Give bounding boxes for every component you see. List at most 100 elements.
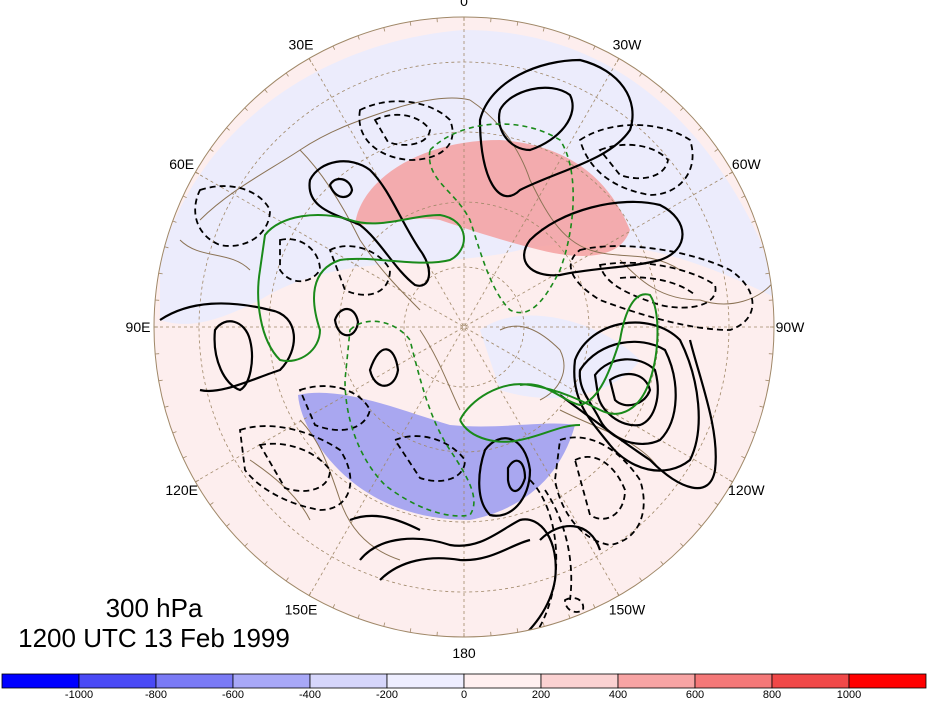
colorbar-label: 1000: [836, 689, 862, 701]
border-tick: [680, 543, 684, 547]
longitude-label: 180: [452, 645, 476, 661]
border-tick: [616, 58, 620, 63]
graticule: [154, 17, 774, 637]
border-tick: [759, 405, 764, 408]
negative-height-contours: [194, 100, 754, 637]
border-tick: [158, 379, 163, 382]
negative-anomaly-shading: [298, 392, 575, 520]
colorbar-label: -400: [298, 689, 322, 701]
negative-background-region-2: [480, 315, 640, 399]
border-tick: [592, 604, 596, 609]
longitude-label: 0: [460, 0, 468, 9]
colorbar-label: -600: [221, 689, 245, 701]
border-tick: [751, 220, 756, 223]
border-tick: [209, 148, 214, 152]
longitude-label: 90E: [126, 319, 151, 335]
border-tick: [285, 72, 289, 77]
border-tick: [264, 89, 268, 93]
positive-height-contours: [159, 58, 717, 637]
border-tick: [516, 628, 519, 633]
border-tick: [751, 431, 756, 434]
colorbar-label: -1000: [64, 689, 94, 701]
border-tick: [660, 89, 664, 93]
colorbar-swatch: [694, 673, 773, 689]
border-tick: [332, 45, 336, 50]
longitude-label: 60W: [732, 156, 762, 172]
border-tick: [209, 502, 214, 506]
colorbar-label: -200: [375, 689, 399, 701]
border-tick: [285, 577, 289, 582]
border-tick: [182, 455, 187, 459]
border-tick: [383, 27, 386, 32]
colorbar-swatch: [848, 673, 927, 689]
green-contours: [257, 213, 659, 443]
border-tick: [244, 543, 248, 547]
border-tick: [728, 171, 733, 175]
longitude-label: 30E: [289, 37, 314, 53]
longitude-label: 120W: [728, 482, 765, 498]
border-tick: [568, 35, 571, 40]
longitude-label: 60E: [169, 156, 194, 172]
border-tick: [741, 195, 746, 199]
colorbar-swatch: [771, 673, 850, 689]
border-tick: [592, 45, 596, 50]
border-tick: [765, 272, 770, 275]
longitude-label: 90W: [776, 319, 806, 335]
border-tick: [195, 171, 200, 175]
border-tick: [409, 21, 412, 26]
border-tick: [639, 577, 643, 582]
longitude-labels: 0 30W 60W 90W 120W 150W 180 150E 120E 90E 60E 30E: [126, 0, 806, 661]
border-tick: [714, 502, 719, 506]
border-tick: [765, 379, 770, 382]
colorbar-label: -800: [144, 689, 168, 701]
border-tick: [332, 604, 336, 609]
border-tick: [383, 622, 386, 627]
border-tick: [182, 195, 187, 199]
border-tick: [158, 272, 163, 275]
colorbar-swatch: [1, 673, 80, 689]
border-tick: [409, 628, 412, 633]
border-tick: [516, 21, 519, 26]
border-tick: [542, 27, 545, 32]
border-tick: [568, 614, 571, 619]
border-tick: [759, 246, 764, 249]
border-tick: [172, 220, 177, 223]
longitude-label: 30W: [613, 37, 643, 53]
colorbar-swatch: [155, 673, 234, 689]
colorbar-swatch: [232, 673, 311, 689]
colorbar-label: 400: [608, 689, 628, 701]
border-tick: [195, 479, 200, 483]
border-tick: [698, 523, 702, 527]
globe-ticks: [154, 17, 774, 637]
green-dashed-contours: [344, 123, 574, 517]
border-tick: [542, 622, 545, 627]
border-tick: [226, 523, 230, 527]
map-fields: [154, 17, 774, 637]
colorbar-swatch: [386, 673, 465, 689]
border-tick: [164, 246, 169, 249]
colorbar-label: 600: [685, 689, 705, 701]
border-tick: [172, 431, 177, 434]
title-valid-time: 1200 UTC 13 Feb 1999: [18, 623, 290, 653]
border-tick: [741, 455, 746, 459]
border-tick: [639, 72, 643, 77]
longitude-label: 120E: [165, 482, 198, 498]
border-tick: [264, 561, 268, 565]
border-tick: [244, 107, 248, 111]
colorbar-swatch: [540, 673, 619, 689]
colorbar-swatch: [309, 673, 388, 689]
colorbar-swatch: [463, 673, 542, 689]
colorbar-swatch: [617, 673, 696, 689]
colorbar-label: 0: [460, 689, 468, 701]
colorbar-label: 800: [762, 689, 782, 701]
border-tick: [728, 479, 733, 483]
border-tick: [164, 405, 169, 408]
border-tick: [357, 614, 360, 619]
border-tick: [680, 107, 684, 111]
colorbar-swatch: [78, 673, 157, 689]
longitude-label: 150E: [285, 601, 318, 617]
border-tick: [714, 148, 719, 152]
border-tick: [308, 591, 312, 596]
title-pressure-level: 300 hPa: [105, 593, 203, 623]
